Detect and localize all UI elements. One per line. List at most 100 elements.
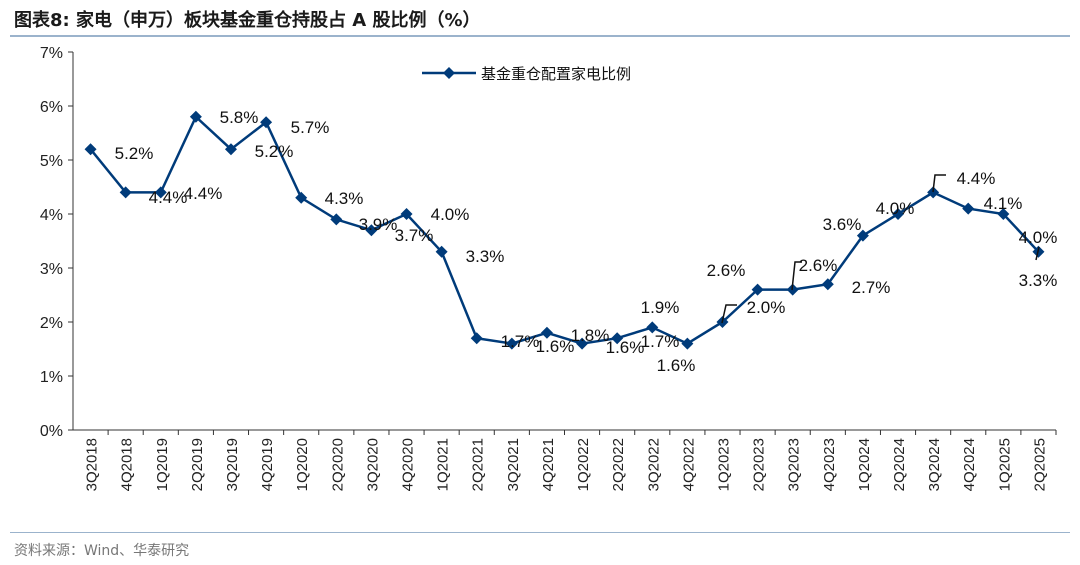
x-tick-label: 3Q2019 [224, 438, 241, 491]
series-line [89, 114, 1040, 346]
y-tick-label: 5% [40, 153, 63, 170]
data-label: 1.8% [571, 326, 610, 345]
data-point [295, 191, 308, 204]
x-tick-label: 1Q2020 [294, 438, 311, 491]
x-tick-label: 3Q2021 [505, 438, 522, 491]
x-tick-label: 4Q2023 [821, 438, 838, 491]
x-tick-label: 2Q2020 [329, 438, 346, 491]
x-tick-label: 3Q2020 [364, 438, 381, 491]
data-label: 2.6% [707, 261, 746, 280]
x-tick-label: 1Q2023 [715, 438, 732, 491]
x-tick-label: 1Q2025 [996, 438, 1013, 491]
x-tick-label: 2Q2024 [891, 438, 908, 491]
data-label: 5.7% [291, 118, 330, 137]
data-point [576, 337, 589, 350]
data-point [154, 186, 167, 199]
data-point [962, 202, 975, 215]
data-label: 3.7% [395, 226, 434, 245]
data-point [892, 208, 905, 220]
data-label: 2.0% [747, 298, 786, 317]
data-label: 3.3% [1019, 271, 1058, 290]
legend-marker [443, 67, 455, 79]
y-tick-label: 6% [40, 99, 63, 116]
data-point [330, 213, 343, 226]
data-point [400, 208, 413, 220]
data-label: 1.7% [641, 332, 680, 351]
data-label: 4.4% [957, 169, 996, 188]
x-tick-label: 2Q2023 [751, 438, 768, 491]
data-label: 5.2% [255, 142, 294, 161]
data-point [435, 245, 448, 258]
source-note: 资料来源：Wind、华泰研究 [14, 543, 190, 559]
data-label: 4.3% [325, 189, 364, 208]
data-label: 4.0% [1019, 228, 1058, 247]
x-tick-label: 2Q2019 [189, 438, 206, 491]
label-leader-line [791, 261, 802, 291]
data-label: 4.4% [184, 184, 223, 203]
data-point [470, 332, 483, 345]
data-label: 1.7% [501, 332, 540, 351]
figure-title: 图表8: 家电（申万）板块基金重仓持股占 A 股比例（%） [14, 10, 481, 31]
data-point [119, 186, 132, 199]
source-divider [10, 532, 1070, 533]
label-leader-line [1035, 246, 1040, 261]
title-divider [10, 35, 1070, 37]
data-label: 5.2% [115, 144, 154, 163]
data-point [224, 143, 237, 156]
data-point [751, 283, 764, 296]
data-point [189, 110, 202, 123]
data-label: 2.7% [852, 278, 891, 297]
data-point [997, 208, 1010, 220]
data-point [856, 229, 869, 242]
data-point [681, 337, 694, 350]
x-tick-label: 2Q2022 [610, 438, 627, 491]
y-tick-label: 7% [40, 45, 63, 62]
data-label: 4.1% [984, 194, 1023, 213]
x-tick-label: 3Q2024 [926, 438, 943, 491]
data-label: 1.6% [536, 337, 575, 356]
data-label: 5.8% [220, 108, 259, 127]
x-tick-label: 1Q2019 [154, 438, 171, 491]
data-label: 1.6% [606, 338, 645, 357]
data-label: 4.0% [431, 205, 470, 224]
data-point [505, 337, 518, 350]
x-tick-label: 2Q2025 [1031, 438, 1048, 491]
x-tick-label: 4Q2019 [259, 438, 276, 491]
data-label: 4.4% [149, 188, 188, 207]
x-tick-label: 1Q2024 [856, 438, 873, 491]
x-tick-label: 4Q2021 [540, 438, 557, 491]
data-label: 3.3% [466, 247, 505, 266]
x-tick-label: 4Q2022 [680, 438, 697, 491]
y-tick-label: 0% [40, 423, 63, 440]
x-tick-label: 4Q2024 [961, 438, 978, 491]
x-tick-label: 3Q2022 [645, 438, 662, 491]
y-tick-label: 4% [40, 207, 63, 224]
data-point [821, 278, 834, 291]
x-tick-label: 3Q2018 [84, 438, 101, 491]
data-label: 1.6% [657, 356, 696, 375]
x-tick-label: 4Q2020 [400, 438, 417, 491]
data-label: 4.0% [876, 199, 915, 218]
data-point [84, 143, 97, 156]
data-label: 3.6% [823, 215, 862, 234]
data-point [927, 186, 940, 199]
data-point [260, 116, 273, 129]
label-leader-line [721, 304, 737, 324]
data-point [646, 321, 659, 334]
y-tick-label: 1% [40, 369, 63, 386]
data-label: 2.6% [799, 256, 838, 275]
label-leader-line [932, 174, 946, 193]
x-tick-label: 2Q2021 [470, 438, 487, 491]
y-tick-label: 2% [40, 315, 63, 332]
y-tick-label: 3% [40, 261, 63, 278]
x-tick-label: 1Q2022 [575, 438, 592, 491]
x-tick-label: 1Q2021 [435, 438, 452, 491]
x-tick-label: 4Q2018 [119, 438, 136, 491]
data-label: 1.9% [641, 298, 680, 317]
data-point [540, 326, 553, 339]
x-tick-label: 3Q2023 [786, 438, 803, 491]
data-label: 3.9% [359, 215, 398, 234]
data-point [611, 332, 624, 345]
data-point [365, 224, 378, 237]
